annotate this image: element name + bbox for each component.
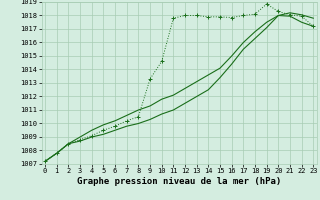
X-axis label: Graphe pression niveau de la mer (hPa): Graphe pression niveau de la mer (hPa) <box>77 177 281 186</box>
